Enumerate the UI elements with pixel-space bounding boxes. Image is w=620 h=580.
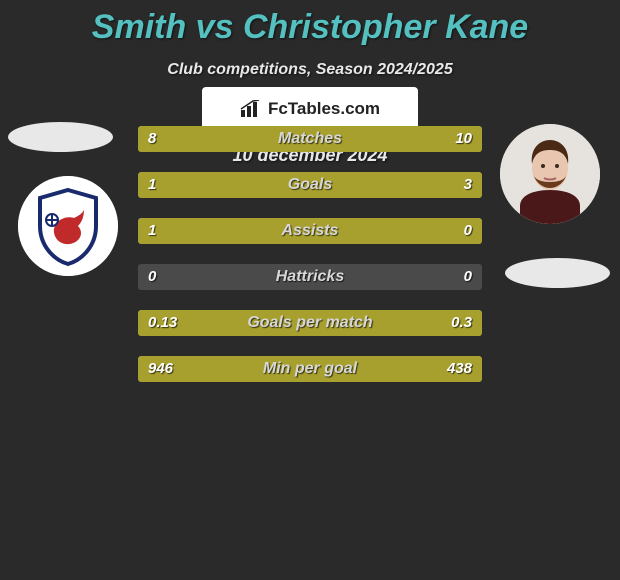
stat-row: Assists1 0 bbox=[138, 218, 482, 244]
stat-value-right: 0 bbox=[464, 218, 472, 244]
stat-value-left: 0.13 bbox=[148, 310, 177, 336]
badge-text: FcTables.com bbox=[268, 99, 380, 119]
stat-label: Hattricks bbox=[138, 264, 482, 290]
stat-value-left: 946 bbox=[148, 356, 173, 382]
stat-value-right: 0 bbox=[464, 264, 472, 290]
stat-value-left: 8 bbox=[148, 126, 156, 152]
stat-value-right: 0.3 bbox=[451, 310, 472, 336]
stat-row: Hattricks0 0 bbox=[138, 264, 482, 290]
stat-label: Assists bbox=[138, 218, 482, 244]
stat-row: Matches8 10 bbox=[138, 126, 482, 152]
right-team-oval bbox=[505, 258, 610, 288]
stat-value-right: 438 bbox=[447, 356, 472, 382]
stat-value-left: 0 bbox=[148, 264, 156, 290]
crest-icon bbox=[18, 176, 118, 276]
stats-container: Matches810Goals13Assists10Hattricks00Goa… bbox=[138, 126, 482, 402]
stat-value-right: 3 bbox=[464, 172, 472, 198]
page-title: Smith vs Christopher Kane bbox=[0, 0, 620, 47]
avatar-icon bbox=[500, 124, 600, 224]
stat-value-left: 1 bbox=[148, 172, 156, 198]
stat-value-right: 10 bbox=[455, 126, 472, 152]
stat-label: Matches bbox=[138, 126, 482, 152]
stat-row: Goals per match0.13 0.3 bbox=[138, 310, 482, 336]
stat-value-left: 1 bbox=[148, 218, 156, 244]
source-badge: FcTables.com bbox=[202, 87, 418, 131]
bars-icon bbox=[240, 100, 262, 118]
subtitle: Club competitions, Season 2024/2025 bbox=[0, 61, 620, 79]
left-team-oval bbox=[8, 122, 113, 152]
stat-row: Goals1 3 bbox=[138, 172, 482, 198]
right-player-avatar bbox=[500, 124, 600, 224]
stat-label: Goals bbox=[138, 172, 482, 198]
stat-label: Min per goal bbox=[138, 356, 482, 382]
stat-label: Goals per match bbox=[138, 310, 482, 336]
stat-row: Min per goal946 438 bbox=[138, 356, 482, 382]
left-team-crest bbox=[18, 176, 118, 276]
